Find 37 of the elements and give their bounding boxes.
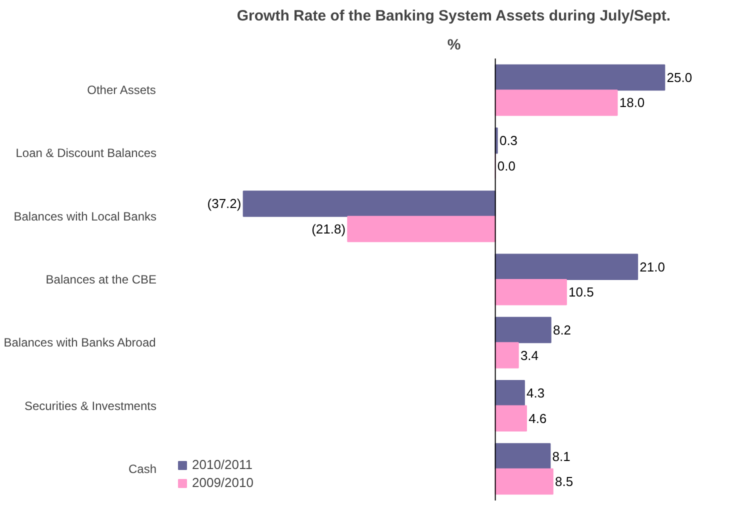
bar [494,405,527,432]
data-label: 4.3 [526,386,545,401]
bar [494,64,666,91]
data-label: 8.2 [552,322,572,338]
y-tick-label: Loan & Discount Balances [16,146,157,160]
data-label: 8.5 [555,474,574,490]
bar [494,342,519,368]
bar [494,279,567,306]
bar [494,316,552,344]
y-tick-label: Securities & Investments [24,398,157,413]
data-label: 0.0 [497,158,516,174]
data-label: 18.0 [619,95,645,110]
data-label: 4.6 [528,410,547,426]
bar [494,254,638,280]
chart-title: Growth Rate of the Banking System Assets during July/Sept. [236,8,671,24]
y-tick-label: Balances with Local Banks [14,209,157,224]
data-label: 10.5 [568,284,594,300]
data-label: (37.2) [207,196,242,212]
bar [494,90,618,116]
data-label: 21.0 [640,259,665,274]
data-label: 3.4 [520,348,539,363]
x-axis-title: % [447,36,461,54]
bar [242,190,496,217]
y-tick-label: Balances with Banks Abroad [4,336,156,350]
legend-label: 2010/2011 [192,457,252,472]
bar [494,380,525,406]
bar [494,468,554,495]
data-label: (21.8) [312,221,346,236]
bar [347,216,496,242]
bar [494,443,551,470]
data-label: 8.1 [552,448,570,464]
legend-label: 2009/2010 [192,475,254,490]
y-tick-label: Cash [128,462,156,476]
y-tick-label: Other Assets [87,83,156,98]
data-label: 25.0 [666,70,692,85]
data-label: 0.3 [499,133,518,148]
y-tick-label: Balances at the CBE [46,272,157,286]
